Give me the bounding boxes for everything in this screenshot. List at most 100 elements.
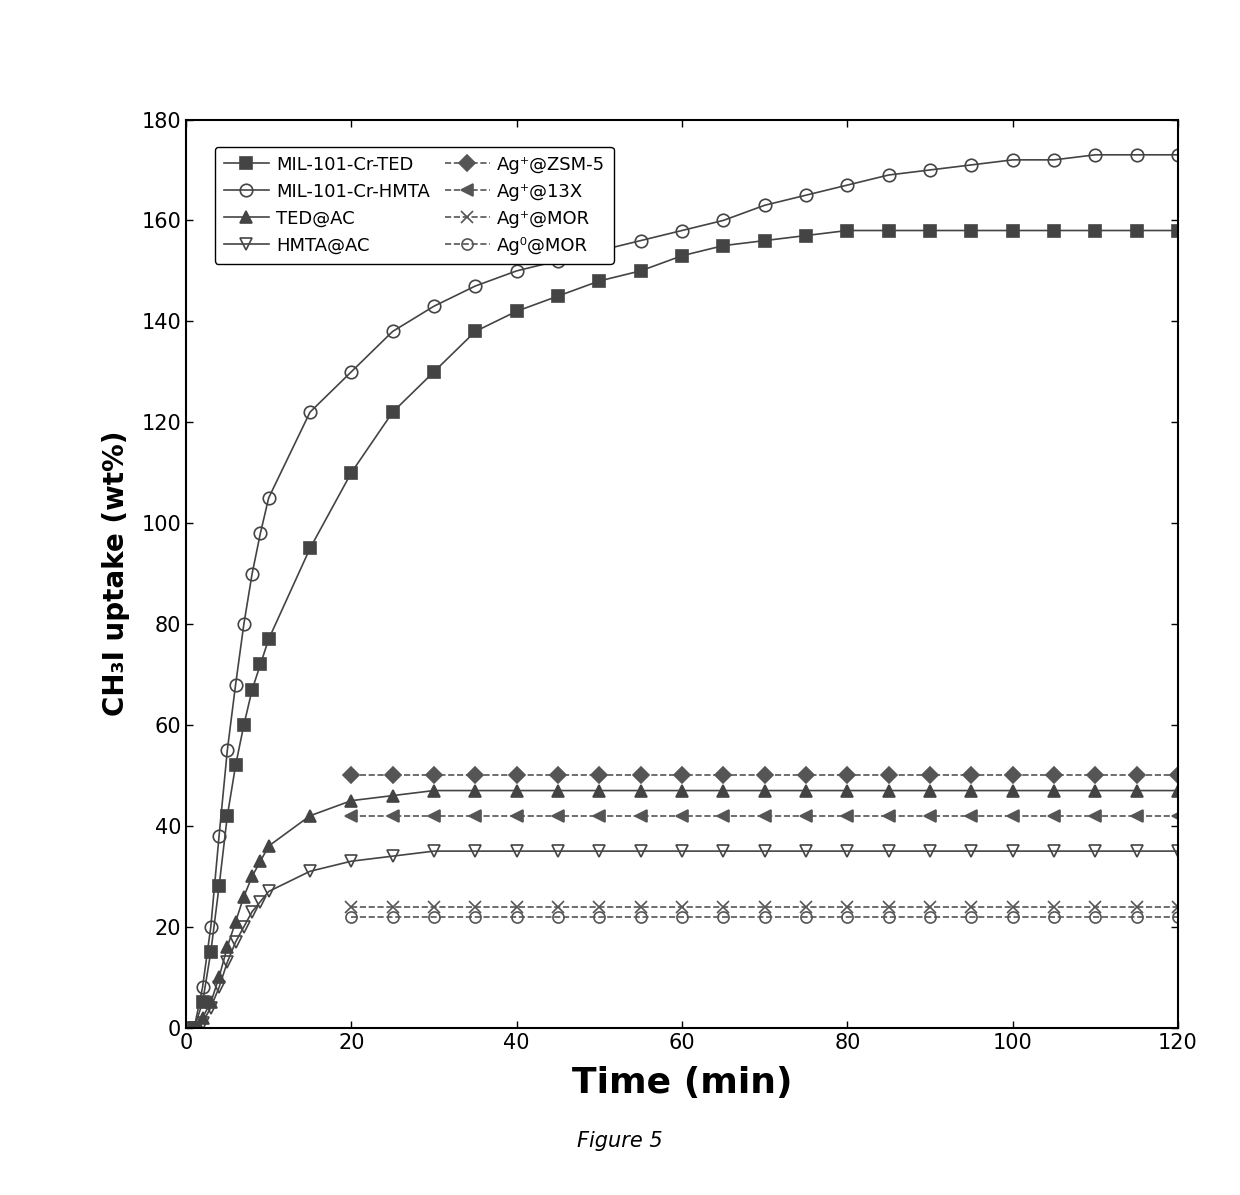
TED@AC [203, 995, 218, 1010]
MIL-101-Cr-HMTA [244, 566, 259, 581]
X-axis label: Time (min): Time (min) [572, 1066, 792, 1101]
Ag⁺@13X [839, 809, 854, 823]
TED@AC [1171, 784, 1185, 798]
Ag⁺@13X [1006, 809, 1021, 823]
Ag⁺@ZSM-5 [1047, 768, 1061, 783]
HMTA@AC [212, 980, 227, 994]
MIL-101-Cr-HMTA [1171, 148, 1185, 163]
TED@AC [427, 784, 441, 798]
HMTA@AC [1047, 844, 1061, 858]
Ag⁺@MOR [923, 900, 937, 914]
MIL-101-Cr-HMTA [212, 829, 227, 844]
Line: Ag⁺@MOR: Ag⁺@MOR [346, 901, 1183, 912]
HMTA@AC [715, 844, 730, 858]
MIL-101-Cr-TED [253, 657, 268, 672]
MIL-101-Cr-HMTA [923, 163, 937, 177]
Ag⁺@MOR [427, 900, 441, 914]
Ag⁺@ZSM-5 [591, 768, 606, 783]
Text: Figure 5: Figure 5 [577, 1132, 663, 1151]
MIL-101-Cr-TED [386, 405, 401, 419]
MIL-101-Cr-TED [203, 945, 218, 960]
Ag⁰@MOR [510, 909, 525, 924]
TED@AC [799, 784, 813, 798]
HMTA@AC [1006, 844, 1021, 858]
HMTA@AC [343, 854, 358, 869]
Ag⁺@ZSM-5 [1006, 768, 1021, 783]
Ag⁰@MOR [758, 909, 773, 924]
MIL-101-Cr-TED [758, 233, 773, 247]
Ag⁺@MOR [1006, 900, 1021, 914]
MIL-101-Cr-HMTA [262, 491, 277, 505]
HMTA@AC [882, 844, 897, 858]
TED@AC [551, 784, 565, 798]
MIL-101-Cr-TED [1171, 223, 1185, 238]
MIL-101-Cr-TED [923, 223, 937, 238]
MIL-101-Cr-HMTA [467, 278, 482, 293]
HMTA@AC [591, 844, 606, 858]
MIL-101-Cr-HMTA [1047, 153, 1061, 167]
TED@AC [634, 784, 649, 798]
Ag⁺@13X [882, 809, 897, 823]
TED@AC [591, 784, 606, 798]
MIL-101-Cr-TED [591, 274, 606, 288]
Ag⁰@MOR [343, 909, 358, 924]
Ag⁺@13X [427, 809, 441, 823]
Ag⁺@ZSM-5 [386, 768, 401, 783]
MIL-101-Cr-TED [262, 632, 277, 646]
Ag⁺@MOR [510, 900, 525, 914]
MIL-101-Cr-HMTA [839, 178, 854, 192]
MIL-101-Cr-HMTA [303, 405, 317, 419]
TED@AC [963, 784, 978, 798]
MIL-101-Cr-TED [799, 228, 813, 243]
TED@AC [228, 914, 243, 929]
Ag⁺@ZSM-5 [839, 768, 854, 783]
Line: HMTA@AC: HMTA@AC [188, 845, 1184, 1034]
Ag⁰@MOR [675, 909, 689, 924]
HMTA@AC [253, 894, 268, 908]
MIL-101-Cr-TED [882, 223, 897, 238]
Ag⁺@ZSM-5 [715, 768, 730, 783]
HMTA@AC [923, 844, 937, 858]
MIL-101-Cr-HMTA [253, 526, 268, 540]
Ag⁺@MOR [551, 900, 565, 914]
MIL-101-Cr-TED [675, 249, 689, 263]
TED@AC [212, 970, 227, 985]
HMTA@AC [187, 1021, 202, 1035]
Ag⁺@ZSM-5 [923, 768, 937, 783]
MIL-101-Cr-TED [237, 718, 252, 733]
Ag⁺@13X [758, 809, 773, 823]
MIL-101-Cr-HMTA [882, 167, 897, 182]
MIL-101-Cr-TED [427, 364, 441, 379]
HMTA@AC [799, 844, 813, 858]
Ag⁺@13X [1087, 809, 1102, 823]
Ag⁰@MOR [467, 909, 482, 924]
MIL-101-Cr-TED [839, 223, 854, 238]
HMTA@AC [963, 844, 978, 858]
Ag⁰@MOR [551, 909, 565, 924]
MIL-101-Cr-HMTA [228, 678, 243, 692]
Ag⁺@ZSM-5 [551, 768, 565, 783]
MIL-101-Cr-TED [1087, 223, 1102, 238]
MIL-101-Cr-HMTA [1087, 148, 1102, 163]
MIL-101-Cr-HMTA [758, 198, 773, 213]
MIL-101-Cr-TED [963, 223, 978, 238]
HMTA@AC [467, 844, 482, 858]
TED@AC [1006, 784, 1021, 798]
HMTA@AC [303, 864, 317, 878]
Y-axis label: CH₃I uptake (wt%): CH₃I uptake (wt%) [102, 431, 130, 716]
Ag⁺@13X [551, 809, 565, 823]
Ag⁰@MOR [1087, 909, 1102, 924]
MIL-101-Cr-TED [1047, 223, 1061, 238]
MIL-101-Cr-TED [195, 995, 210, 1010]
MIL-101-Cr-HMTA [219, 743, 234, 758]
MIL-101-Cr-HMTA [799, 188, 813, 202]
HMTA@AC [203, 1000, 218, 1015]
Ag⁺@MOR [963, 900, 978, 914]
MIL-101-Cr-TED [244, 682, 259, 697]
TED@AC [467, 784, 482, 798]
TED@AC [1130, 784, 1145, 798]
Ag⁰@MOR [1006, 909, 1021, 924]
Ag⁺@13X [1047, 809, 1061, 823]
TED@AC [343, 793, 358, 808]
TED@AC [1087, 784, 1102, 798]
